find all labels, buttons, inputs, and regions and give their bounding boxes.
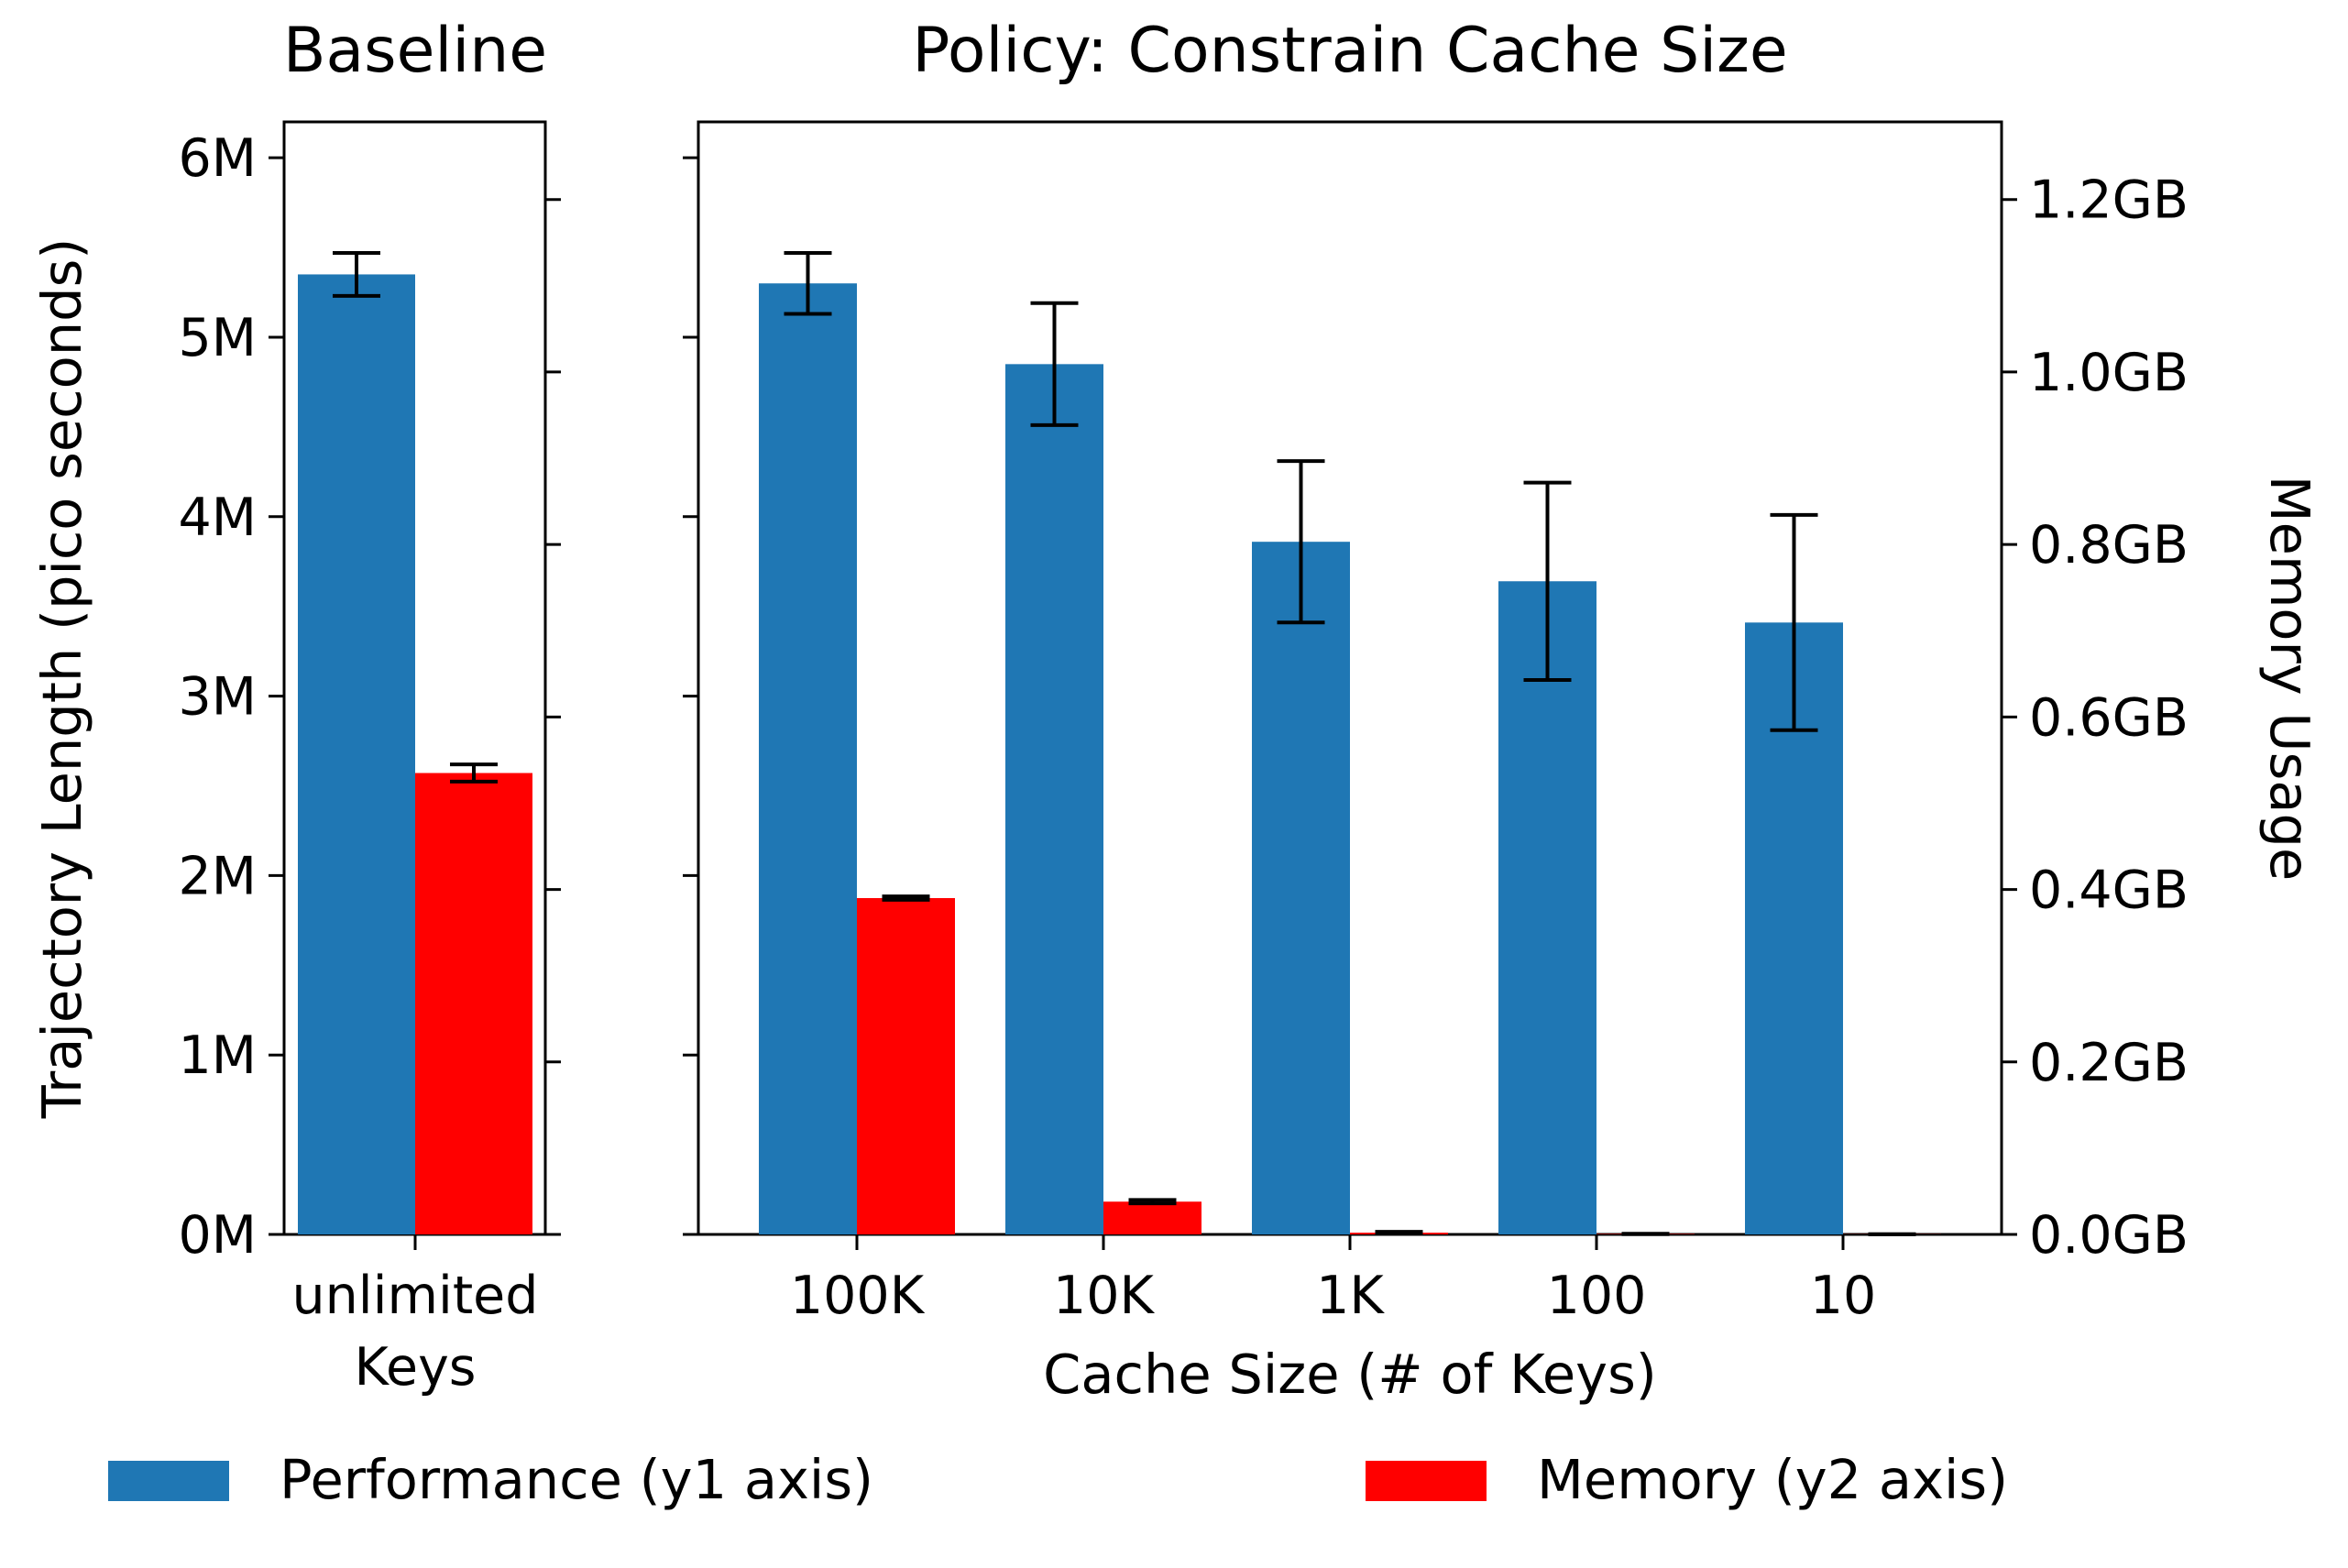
y1-axis-label: Trajectory Length (pico seconds)	[30, 238, 93, 1120]
y2-tick-label: 0.4GB	[2029, 861, 2189, 921]
y1-tick-label: 0M	[179, 1205, 257, 1266]
x-tick-label: Keys	[354, 1337, 476, 1398]
x-tick-label: 100K	[790, 1266, 926, 1326]
bar-performance	[1005, 364, 1103, 1234]
legend-label: Performance (y1 axis)	[280, 1448, 873, 1511]
legend-label: Memory (y2 axis)	[1537, 1448, 2008, 1511]
x-axis-label: Cache Size (# of Keys)	[1043, 1343, 1657, 1406]
bar-memory	[1103, 1201, 1201, 1234]
y2-tick-label: 1.0GB	[2029, 343, 2189, 403]
y1-tick-label: 6M	[179, 128, 257, 189]
y1-tick-label: 4M	[179, 488, 257, 548]
y1-tick-label: 1M	[179, 1025, 257, 1086]
panel-title: Baseline	[283, 15, 547, 87]
y2-tick-label: 0.0GB	[2029, 1205, 2189, 1266]
x-tick-label: 10	[1810, 1266, 1877, 1326]
x-tick-label: 1K	[1316, 1266, 1385, 1326]
y2-tick-label: 0.2GB	[2029, 1033, 2189, 1093]
panel-title: Policy: Constrain Cache Size	[912, 15, 1787, 87]
bar-performance	[298, 274, 415, 1234]
bar-memory	[415, 773, 532, 1234]
x-tick-label: 10K	[1053, 1266, 1156, 1326]
legend-swatch	[1366, 1461, 1487, 1501]
x-tick-label: unlimited	[292, 1266, 539, 1326]
bar-performance	[1498, 581, 1596, 1234]
y2-tick-label: 0.8GB	[2029, 515, 2189, 576]
y2-tick-label: 1.2GB	[2029, 170, 2189, 231]
y1-tick-label: 5M	[179, 308, 257, 368]
bar-memory	[857, 897, 955, 1234]
bar-performance	[759, 283, 857, 1234]
y1-tick-label: 3M	[179, 667, 257, 728]
legend-swatch	[108, 1461, 229, 1501]
y1-tick-label: 2M	[179, 846, 257, 906]
x-tick-label: 100	[1547, 1266, 1647, 1326]
y2-tick-label: 0.6GB	[2029, 687, 2189, 748]
bar-performance	[1252, 542, 1350, 1234]
y2-axis-label: Memory Usage	[2258, 476, 2321, 882]
